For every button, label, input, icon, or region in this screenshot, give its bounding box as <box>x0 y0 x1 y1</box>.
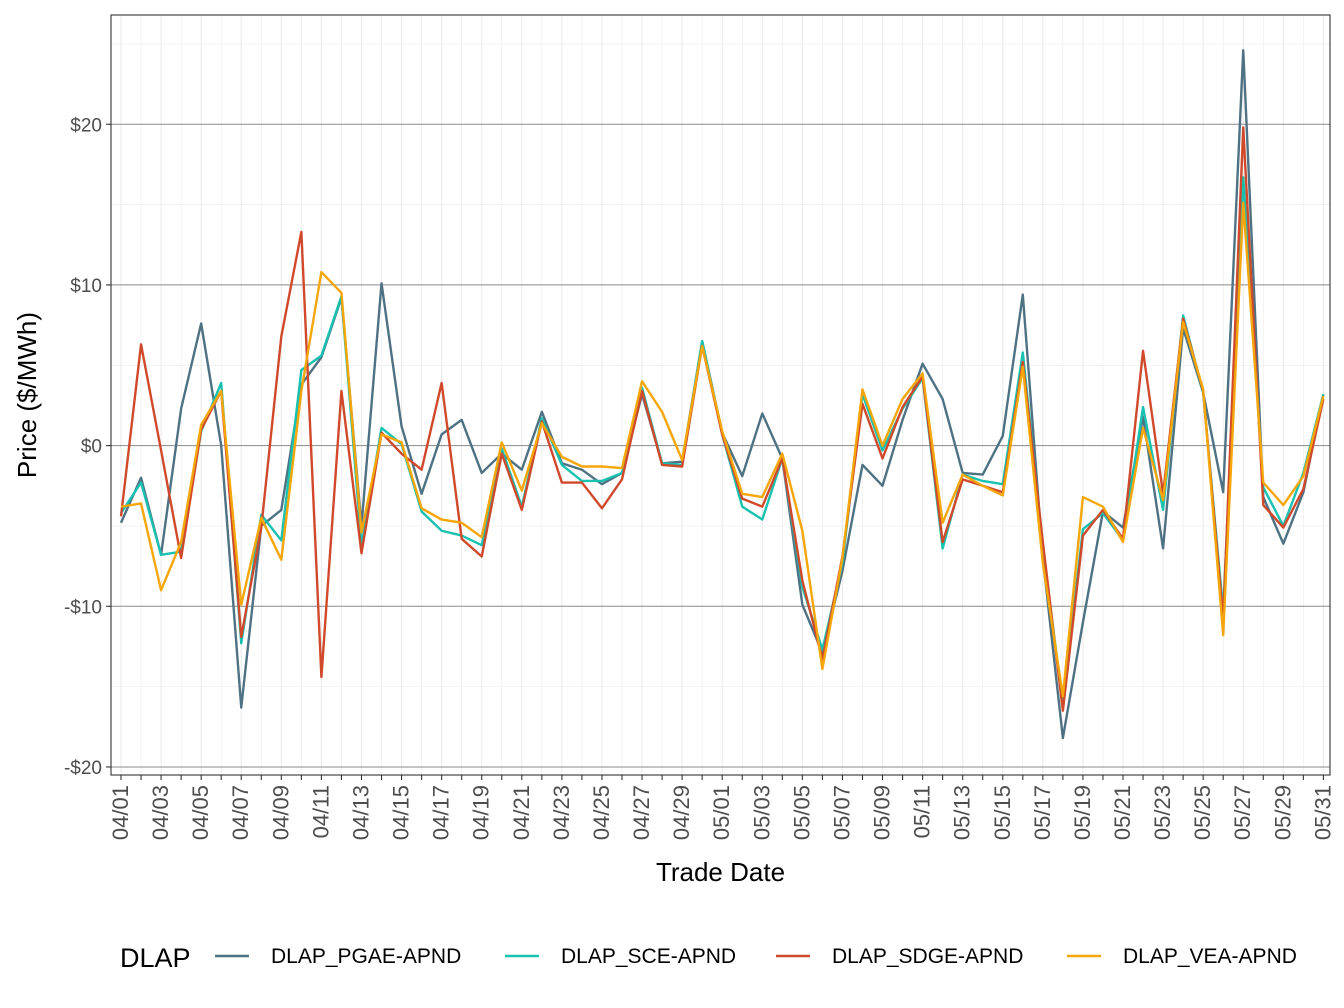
legend-label: DLAP_PGAE-APND <box>271 945 461 968</box>
x-tick-label: 05/09 <box>870 785 895 840</box>
series-lines <box>119 49 1325 740</box>
y-tick-label: $10 <box>70 276 102 297</box>
panel-border <box>110 14 1331 776</box>
x-tick-label: 05/05 <box>789 785 814 840</box>
x-tick-label: 04/25 <box>589 785 614 840</box>
legend-title: DLAP <box>120 943 191 973</box>
y-tick-label: $0 <box>81 437 102 458</box>
x-tick-label: 04/11 <box>308 785 333 838</box>
x-tick-label: 04/17 <box>429 785 454 840</box>
x-tick-label: 05/31 <box>1310 785 1335 840</box>
legend-label: DLAP_VEA-APND <box>1123 945 1297 968</box>
x-tick-label: 05/15 <box>990 785 1015 840</box>
y-tick-label: -$10 <box>64 597 102 618</box>
x-tick-label: 04/15 <box>389 785 414 840</box>
x-tick-label: 05/01 <box>709 785 734 840</box>
x-tick-label: 04/07 <box>228 785 253 840</box>
x-tick-label: 05/29 <box>1270 785 1295 840</box>
x-tick-label: 04/13 <box>348 785 373 840</box>
y-tick-label: -$20 <box>64 758 102 779</box>
y-axis-title: Price ($/MWh) <box>12 312 42 478</box>
x-tick-label: 05/19 <box>1070 785 1095 840</box>
x-tick-label: 04/23 <box>549 785 574 840</box>
x-tick-label: 04/09 <box>268 785 293 840</box>
x-axis-title: Trade Date <box>656 857 785 887</box>
legend-label: DLAP_SCE-APND <box>561 945 736 968</box>
legend-label: DLAP_SDGE-APND <box>832 945 1023 968</box>
x-tick-label: 04/19 <box>469 785 494 840</box>
x-tick-label: 05/11 <box>910 785 935 838</box>
major-gridlines <box>111 15 1330 775</box>
minor-gridlines <box>111 15 1330 775</box>
x-axis: 04/01 04/03 04/05 04/07 04/09 04/11 04/13 04/15… <box>108 775 1335 840</box>
x-tick-label: 05/21 <box>1110 785 1135 840</box>
x-tick-label: 04/29 <box>669 785 694 840</box>
x-tick-label: 05/07 <box>829 785 854 840</box>
x-tick-label: 05/25 <box>1190 785 1215 840</box>
x-tick-label: 04/21 <box>509 785 534 840</box>
x-tick-label: 05/17 <box>1030 785 1055 840</box>
legend: DLAP DLAP_PGAE-APND DLAP_SCE-APND DLAP_SDG… <box>120 943 1297 973</box>
x-tick-label: 05/13 <box>950 785 975 840</box>
series-line-dlap_vea-apnd <box>120 201 1325 698</box>
x-tick-label: 05/23 <box>1150 785 1175 840</box>
x-tick-label: 05/27 <box>1230 785 1255 840</box>
x-tick-label: 04/27 <box>629 785 654 840</box>
x-tick-label: 04/05 <box>188 785 213 840</box>
x-tick-label: 05/03 <box>749 785 774 840</box>
y-tick-label: $20 <box>70 115 102 136</box>
x-tick-label: 04/03 <box>148 785 173 840</box>
x-tick-label: 04/01 <box>108 785 133 840</box>
y-axis: -$20 -$10 $0 $10 $20 <box>64 115 111 779</box>
